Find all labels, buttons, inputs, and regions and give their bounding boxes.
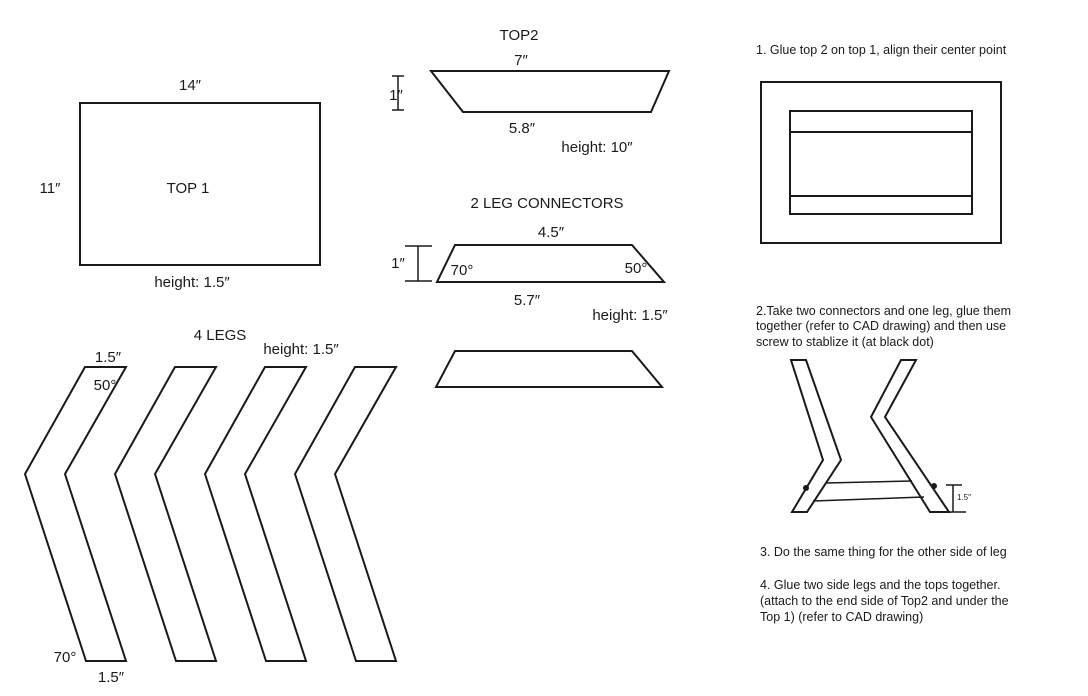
step2-line-2: together (refer to CAD drawing) and then… bbox=[756, 319, 1006, 333]
step2-leg-right bbox=[869, 359, 951, 513]
connectors-right-angle: 50° bbox=[625, 260, 648, 277]
step2-connector-top-edge bbox=[825, 480, 913, 484]
top2-height-label: height: 10″ bbox=[561, 139, 633, 156]
step2: 2.Take two connectors and one leg, glue … bbox=[756, 304, 1011, 513]
connectors-side-dimension bbox=[405, 245, 432, 282]
connectors-side-label: 1″ bbox=[391, 255, 405, 272]
top2-side-label: 1″ bbox=[389, 87, 403, 104]
legs-top-width-label: 1.5″ bbox=[95, 349, 122, 366]
leg-chevron-4 bbox=[293, 366, 398, 662]
connectors-name-label: 2 LEG CONNECTORS bbox=[470, 195, 623, 212]
top1-width-label: 14″ bbox=[179, 77, 202, 94]
legs-top-angle-label: 50° bbox=[94, 377, 117, 394]
top1-depth-label: 11″ bbox=[40, 180, 62, 197]
step4-line-2: (attach to the end side of Top2 and unde… bbox=[760, 594, 1009, 608]
step2-line-3: screw to stablize it (at black dot) bbox=[756, 335, 934, 349]
step3-text: 3. Do the same thing for the other side … bbox=[760, 545, 1007, 559]
top2-side-dimension bbox=[392, 75, 404, 111]
step2-screw-dot-right bbox=[931, 483, 937, 489]
step2-screw-dot-left bbox=[803, 485, 809, 491]
connectors-bottom-label: 5.7″ bbox=[514, 292, 541, 309]
top2-part: TOP2 7″ 1″ 5.8″ height: 10″ bbox=[389, 27, 671, 156]
step1: 1. Glue top 2 on top 1, align their cent… bbox=[756, 43, 1007, 244]
step1-text: 1. Glue top 2 on top 1, align their cent… bbox=[756, 43, 1007, 57]
connectors-top-label: 4.5″ bbox=[538, 224, 565, 241]
step2-leg-left bbox=[789, 359, 843, 513]
leg-chevron-1 bbox=[23, 366, 128, 662]
legs-bottom-width-label: 1.5″ bbox=[98, 669, 125, 686]
connectors-left-angle: 70° bbox=[451, 262, 474, 279]
top1-part: 14″ 11″ TOP 1 height: 1.5″ bbox=[40, 77, 321, 291]
step1-outer-top1 bbox=[760, 81, 1002, 244]
connectors-part: 2 LEG CONNECTORS 4.5″ 1″ 70° 50° 5.7″ he… bbox=[391, 195, 668, 388]
connectors-height-label: height: 1.5″ bbox=[592, 307, 668, 324]
top1-rectangle bbox=[79, 102, 321, 266]
legs-part: 4 LEGS height: 1.5″ 1.5″ 50° 70° 1.5″ bbox=[23, 327, 398, 686]
step4: 4. Glue two side legs and the tops toget… bbox=[760, 578, 1009, 624]
step2-dimension-label: 1.5″ bbox=[957, 493, 971, 502]
top1-name-label: TOP 1 bbox=[167, 180, 210, 197]
top1-height-label: height: 1.5″ bbox=[154, 274, 230, 291]
step2-dimension bbox=[946, 484, 966, 513]
top2-top-label: 7″ bbox=[514, 52, 528, 69]
step4-line-1: 4. Glue two side legs and the tops toget… bbox=[760, 578, 1000, 592]
legs-bottom-angle-label: 70° bbox=[54, 649, 77, 666]
leg-chevron-3 bbox=[203, 366, 308, 662]
step2-line-1: 2.Take two connectors and one leg, glue … bbox=[756, 304, 1011, 318]
step1-inner-top2 bbox=[789, 110, 973, 215]
legs-name-label: 4 LEGS bbox=[194, 327, 247, 344]
step4-line-3: Top 1) (refer to CAD drawing) bbox=[760, 610, 923, 624]
legs-height-label: height: 1.5″ bbox=[263, 341, 339, 358]
top2-bottom-label: 5.8″ bbox=[509, 120, 536, 137]
connector-trapezoid-second bbox=[434, 350, 665, 388]
top2-trapezoid bbox=[428, 70, 671, 113]
leg-chevron-2 bbox=[113, 366, 218, 662]
step2-connector-bottom-edge bbox=[812, 496, 925, 502]
top2-name-label: TOP2 bbox=[500, 27, 539, 44]
connector-trapezoid bbox=[435, 244, 667, 283]
